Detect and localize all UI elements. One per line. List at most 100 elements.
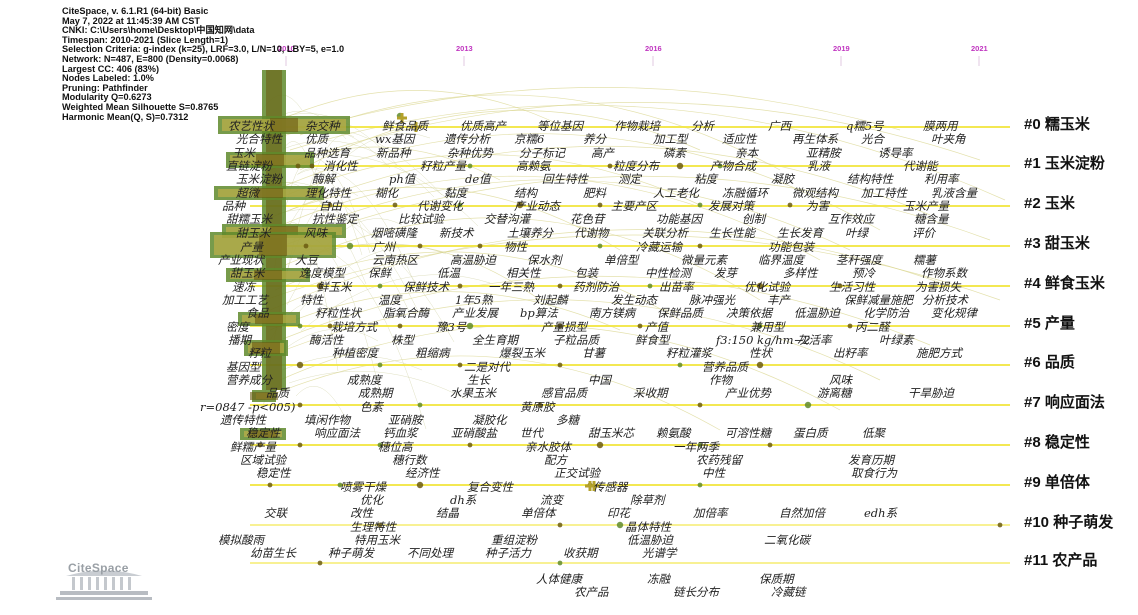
keyword-label[interactable]: de值 (465, 172, 491, 186)
keyword-label[interactable]: 人体健康 (536, 572, 582, 586)
keyword-label[interactable]: 优质高产 (460, 119, 506, 133)
keyword-label[interactable]: 创制 (742, 212, 765, 226)
keyword-label[interactable]: 保鲜 (368, 266, 391, 280)
keyword-label[interactable]: 晶体特性 (625, 520, 671, 534)
keyword-label[interactable]: 养分 (583, 132, 606, 146)
keyword-label[interactable]: bp算法 (520, 306, 558, 320)
keyword-label[interactable]: 低聚 (862, 426, 885, 440)
keyword-label[interactable]: 低温 (437, 266, 460, 280)
keyword-label[interactable]: 配方 (544, 453, 567, 467)
keyword-label[interactable]: 相关性 (506, 266, 541, 280)
keyword-label[interactable]: 光合特性 (236, 132, 282, 146)
keyword-label[interactable]: 发展对策 (708, 199, 754, 213)
keyword-label[interactable]: 分析技术 (922, 293, 968, 307)
keyword-label[interactable]: 再生体系 (792, 132, 838, 146)
keyword-label[interactable]: 优质 (305, 132, 328, 146)
keyword-label[interactable]: 生活习性 (829, 280, 875, 294)
keyword-label[interactable]: 发生动态 (611, 293, 657, 307)
cluster-label[interactable]: #9 单倍体 (1024, 474, 1090, 491)
keyword-label[interactable]: 肥料 (583, 186, 606, 200)
keyword-label[interactable]: 速冻 (232, 280, 255, 294)
keyword-label[interactable]: 基因型 (226, 360, 261, 374)
keyword-label[interactable]: 单倍体 (521, 506, 556, 520)
keyword-label[interactable]: 叶绿素 (879, 333, 914, 347)
keyword-label[interactable]: 营养品质 (702, 360, 748, 374)
keyword-label[interactable]: 自由 (319, 199, 342, 213)
keyword-label[interactable]: 区域试验 (240, 453, 286, 467)
keyword-label[interactable]: 灰活率 (797, 333, 832, 347)
keyword-label[interactable]: 花色苷 (570, 212, 605, 226)
keyword-label[interactable]: 亲本 (735, 146, 758, 160)
keyword-label[interactable]: 利用率 (924, 172, 959, 186)
keyword-label[interactable]: 南方镁病 (589, 306, 635, 320)
keyword-label[interactable]: 低温胁迫 (627, 533, 673, 547)
keyword-label[interactable]: 遗传分析 (444, 132, 490, 146)
keyword-label[interactable]: 保鲜减量施肥 (844, 293, 913, 307)
keyword-label[interactable]: 产业动态 (514, 199, 560, 213)
keyword-label[interactable]: 保鲜品质 (657, 306, 703, 320)
keyword-label[interactable]: 响应面法 (314, 426, 360, 440)
keyword-label[interactable]: 密度 (226, 320, 249, 334)
keyword-label[interactable]: 刘起麟 (533, 293, 568, 307)
keyword-label[interactable]: 玉米淀粉 (236, 172, 282, 186)
keyword-label[interactable]: 穗行数 (392, 453, 427, 467)
keyword-label[interactable]: 杂种优势 (447, 146, 493, 160)
keyword-label[interactable]: 采收期 (633, 386, 668, 400)
keyword-label[interactable]: 药剂防治 (573, 280, 619, 294)
keyword-label[interactable]: 填闲作物 (304, 413, 350, 427)
keyword-label[interactable]: 甜糯玉米 (226, 212, 272, 226)
keyword-label[interactable]: 种植密度 (332, 346, 378, 360)
keyword-label[interactable]: 出籽率 (833, 346, 868, 360)
keyword-label[interactable]: r=0847 -p<005) (200, 400, 296, 414)
keyword-label[interactable]: 京糯6 (514, 132, 545, 146)
keyword-label[interactable]: 发育历期 (848, 453, 894, 467)
keyword-label[interactable]: 生长发育 (777, 226, 823, 240)
keyword-label[interactable]: 适应性 (722, 132, 757, 146)
keyword-label[interactable]: 凝胶化 (472, 413, 507, 427)
keyword-label[interactable]: 微量元素 (681, 253, 727, 267)
keyword-label[interactable]: 收获期 (563, 546, 598, 560)
keyword-label[interactable]: 多糖 (556, 413, 579, 427)
keyword-label[interactable]: 1年5熟 (455, 293, 493, 307)
keyword-label[interactable]: 营养成分 (226, 373, 272, 387)
keyword-label[interactable]: 粘度 (694, 172, 717, 186)
keyword-label[interactable]: 温度 (378, 293, 401, 307)
keyword-label[interactable]: 脂氧合酶 (383, 306, 429, 320)
keyword-label[interactable]: 分子标记 (519, 146, 565, 160)
keyword-label[interactable]: 种子萌发 (328, 546, 374, 560)
keyword-label[interactable]: 发芽 (714, 266, 737, 280)
keyword-label[interactable]: 黄原胶 (520, 400, 555, 414)
keyword-label[interactable]: 自然加倍 (779, 506, 825, 520)
keyword-label[interactable]: 代谢能 (903, 159, 938, 173)
keyword-label[interactable]: 为害损失 (915, 280, 961, 294)
keyword-label[interactable]: 生理特性 (350, 520, 396, 534)
keyword-label[interactable]: 甜玉米芯 (588, 426, 634, 440)
keyword-label[interactable]: edh系 (864, 506, 898, 520)
keyword-label[interactable]: 世代 (520, 426, 543, 440)
keyword-label[interactable]: 产值 (645, 320, 668, 334)
cluster-label[interactable]: #5 产量 (1024, 315, 1075, 332)
keyword-label[interactable]: 冷藏运输 (636, 240, 682, 254)
keyword-label[interactable]: 一年三熟 (488, 280, 534, 294)
keyword-label[interactable]: dh系 (450, 493, 477, 507)
keyword-label[interactable]: 糖含量 (914, 212, 949, 226)
keyword-label[interactable]: 分析 (691, 119, 714, 133)
keyword-label[interactable]: 比较试验 (398, 212, 444, 226)
keyword-label[interactable]: 保鲜技术 (403, 280, 449, 294)
keyword-label[interactable]: 印花 (607, 506, 630, 520)
keyword-label[interactable]: 理化特性 (305, 186, 351, 200)
keyword-label[interactable]: 模拟酸雨 (218, 533, 264, 547)
keyword-label[interactable]: 中性 (702, 466, 725, 480)
keyword-label[interactable]: 凝胶 (771, 172, 794, 186)
keyword-label[interactable]: 产业发展 (452, 306, 498, 320)
keyword-label[interactable]: 云南热区 (372, 253, 418, 267)
keyword-label[interactable]: 临界温度 (758, 253, 804, 267)
keyword-label[interactable]: 二氧化碳 (764, 533, 810, 547)
keyword-label[interactable]: 杂交种 (305, 119, 340, 133)
keyword-label[interactable]: 性状 (749, 346, 772, 360)
keyword-label[interactable]: 新技术 (439, 226, 474, 240)
keyword-label[interactable]: 食品 (246, 306, 269, 320)
keyword-label[interactable]: 黏度 (444, 186, 467, 200)
keyword-label[interactable]: 生长 (467, 373, 490, 387)
keyword-label[interactable]: 籽粒性状 (315, 306, 361, 320)
